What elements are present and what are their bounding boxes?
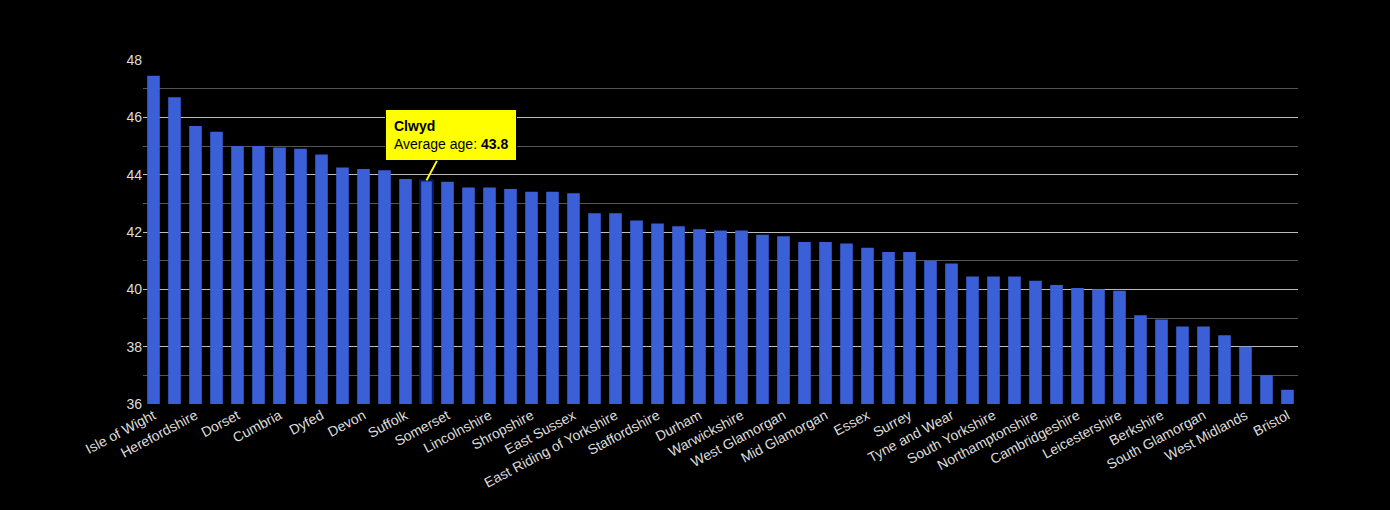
svg-text:Warwickshire: Warwickshire (666, 407, 747, 460)
svg-text:Dorset: Dorset (198, 407, 242, 441)
svg-text:Suffolk: Suffolk (365, 406, 411, 441)
svg-text:Shropshire: Shropshire (469, 407, 536, 453)
svg-text:Northamptonshire: Northamptonshire (934, 407, 1040, 473)
svg-text:40: 40 (126, 281, 142, 297)
svg-text:Cambridgeshire: Cambridgeshire (987, 407, 1082, 468)
svg-text:Somerset: Somerset (392, 407, 453, 449)
svg-text:42: 42 (126, 224, 142, 240)
svg-text:Lincolnshire: Lincolnshire (421, 407, 495, 456)
svg-text:Bristol: Bristol (1250, 407, 1292, 439)
svg-text:44: 44 (126, 167, 142, 183)
svg-text:ClwydAverage age: 43.8: ClwydAverage age: 43.8 (394, 118, 508, 152)
svg-text:Herefordshire: Herefordshire (118, 407, 201, 461)
svg-text:South Glamorgan: South Glamorgan (1104, 407, 1208, 473)
svg-text:East Riding of Yorkshire: East Riding of Yorkshire (481, 407, 620, 491)
svg-text:Essex: Essex (831, 407, 872, 439)
svg-text:South Yorkshire: South Yorkshire (904, 407, 998, 467)
svg-text:38: 38 (126, 339, 142, 355)
svg-text:Durham: Durham (653, 407, 704, 445)
svg-text:Dyfed: Dyfed (286, 407, 326, 438)
svg-text:48: 48 (126, 52, 142, 68)
svg-text:36: 36 (126, 396, 142, 412)
svg-text:Surrey: Surrey (870, 407, 914, 440)
svg-text:Staffordshire: Staffordshire (585, 407, 663, 458)
svg-text:West Glamorgan: West Glamorgan (688, 407, 788, 470)
svg-text:Mid Glamorgan: Mid Glamorgan (738, 407, 830, 466)
svg-text:Tyne and Wear: Tyne and Wear (865, 407, 956, 466)
svg-text:Leicestershire: Leicestershire (1040, 407, 1125, 462)
svg-text:Cumbria: Cumbria (230, 407, 284, 446)
svg-text:Devon: Devon (325, 407, 368, 440)
svg-text:Isle of Wight: Isle of Wight (83, 407, 159, 457)
svg-text:46: 46 (126, 109, 142, 125)
svg-text:East Sussex: East Sussex (502, 407, 578, 458)
svg-text:Berkshire: Berkshire (1106, 407, 1166, 449)
svg-text:West Midlands: West Midlands (1162, 407, 1250, 464)
